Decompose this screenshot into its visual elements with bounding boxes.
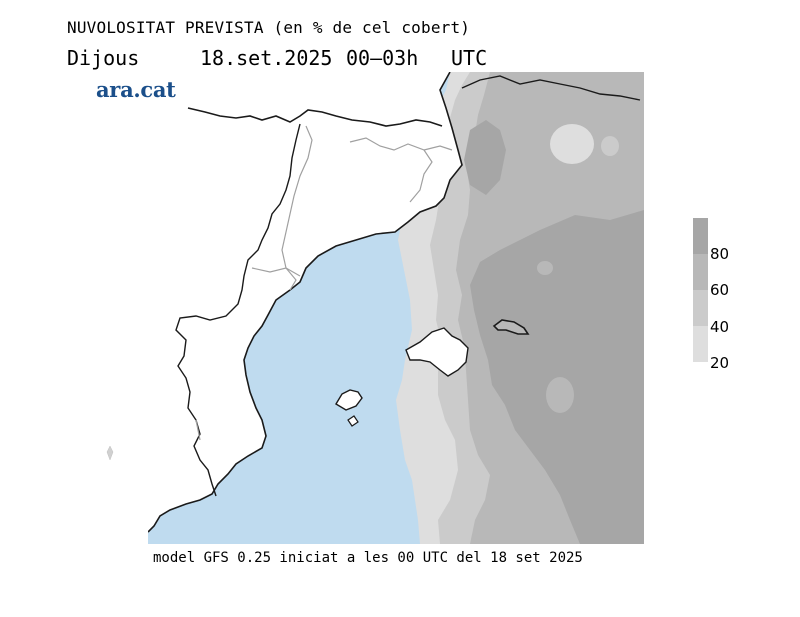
menorca-coastline [492,319,530,335]
ara-cat-logo[interactable]: ara.cat [96,77,176,102]
ibiza-island [336,390,362,410]
legend-swatch-60 [693,254,708,290]
cloud-cover-40-area [537,261,553,275]
legend-label-60: 60 [710,281,730,299]
cloud-cover-80-area [470,210,644,544]
coastline [148,72,463,533]
national-border [187,107,443,127]
province-border [281,125,313,291]
ibiza-coastline [335,389,363,411]
forecast-period: Dijous 18.set.2025 00–03h UTC [67,46,487,166]
menorca-island [494,320,528,334]
regional-border [175,123,301,497]
legend-label-40: 40 [710,318,730,336]
cloud-cover-80-area [572,222,604,278]
cloud-cover-40-area [601,136,619,156]
province-border [251,267,301,277]
forecast-hours: 00–03h [346,46,419,70]
province-border [423,145,453,151]
mallorca-coastline [405,327,469,377]
mallorca-island [406,328,468,376]
legend-label-20: 20 [710,354,730,372]
legend-swatch-20 [693,326,708,362]
mainland-area [148,72,462,532]
legend-swatch-40 [693,290,708,326]
forecast-timezone: UTC [451,46,488,70]
model-info-footer: model GFS 0.25 iniciat a les 00 UTC del … [153,550,583,566]
legend-label-80: 80 [710,245,730,263]
cloud-cover-40-area [546,377,574,413]
map-title: NUVOLOSITAT PREVISTA (en % de cel cobert… [67,18,471,37]
formentera-coastline [347,415,359,427]
forecast-date: 18.set.2025 [200,46,333,70]
small-island-marker [106,445,114,461]
province-border [195,419,201,441]
national-border [461,75,641,101]
cloud-cover-20-area [550,124,594,164]
legend-colorbar [693,218,708,362]
legend-swatch-80 [693,218,708,254]
forecast-day: Dijous [67,46,140,70]
province-border [349,137,433,203]
cloud-cover-80-area [464,120,506,195]
